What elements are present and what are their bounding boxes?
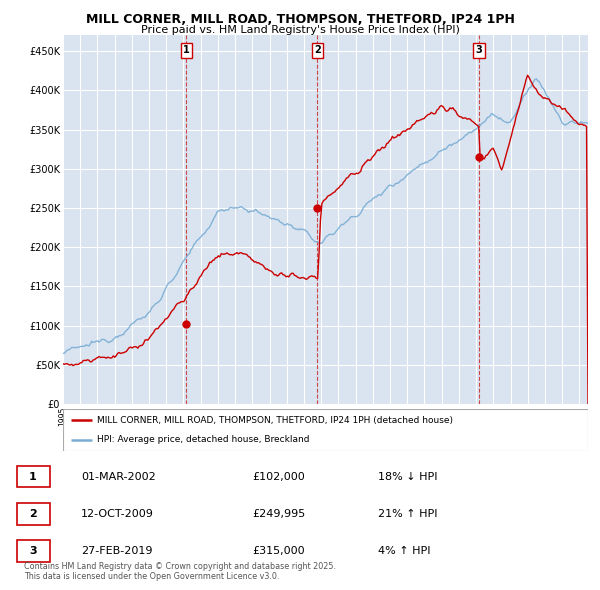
- Text: £249,995: £249,995: [252, 509, 305, 519]
- Text: 18% ↓ HPI: 18% ↓ HPI: [378, 472, 437, 481]
- Text: 21% ↑ HPI: 21% ↑ HPI: [378, 509, 437, 519]
- Text: 12-OCT-2009: 12-OCT-2009: [81, 509, 154, 519]
- Text: 2: 2: [314, 45, 321, 55]
- Text: 3: 3: [29, 546, 37, 556]
- Text: 27-FEB-2019: 27-FEB-2019: [81, 546, 152, 556]
- Text: 01-MAR-2002: 01-MAR-2002: [81, 472, 156, 481]
- Text: MILL CORNER, MILL ROAD, THOMPSON, THETFORD, IP24 1PH (detached house): MILL CORNER, MILL ROAD, THOMPSON, THETFO…: [97, 416, 453, 425]
- Text: HPI: Average price, detached house, Breckland: HPI: Average price, detached house, Brec…: [97, 435, 310, 444]
- Text: Contains HM Land Registry data © Crown copyright and database right 2025.
This d: Contains HM Land Registry data © Crown c…: [24, 562, 336, 581]
- Text: 2: 2: [29, 509, 37, 519]
- Text: Price paid vs. HM Land Registry's House Price Index (HPI): Price paid vs. HM Land Registry's House …: [140, 25, 460, 35]
- Text: 4% ↑ HPI: 4% ↑ HPI: [378, 546, 431, 556]
- Text: 3: 3: [475, 45, 482, 55]
- Text: 1: 1: [29, 472, 37, 481]
- Text: £102,000: £102,000: [252, 472, 305, 481]
- Text: 1: 1: [183, 45, 190, 55]
- Text: MILL CORNER, MILL ROAD, THOMPSON, THETFORD, IP24 1PH: MILL CORNER, MILL ROAD, THOMPSON, THETFO…: [86, 13, 514, 26]
- Text: £315,000: £315,000: [252, 546, 305, 556]
